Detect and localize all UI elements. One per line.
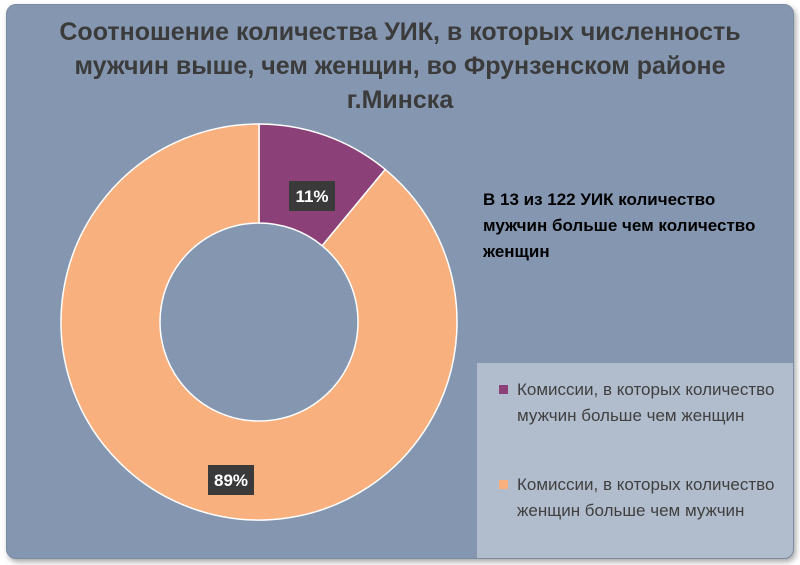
data-label-men: 11% (289, 181, 335, 211)
chart-legend: Комиссии, в которых количество мужчин бо… (477, 363, 793, 558)
slice-women (60, 123, 458, 521)
legend-swatch-men (499, 385, 508, 394)
data-label-men-box (289, 181, 335, 211)
legend-label-women: Комиссии, в которых количество женщин бо… (517, 475, 775, 520)
chart-annotation: В 13 из 122 УИК количество мужчин больше… (483, 190, 756, 261)
data-label-men-text: 11% (295, 187, 328, 206)
data-label-women-text: 89% (214, 471, 248, 490)
legend-swatch-women (499, 480, 508, 489)
chart-frame: Соотношение количества УИК, в которых чи… (6, 4, 794, 559)
donut-chart: 11% 89% (60, 123, 458, 521)
chart-title: Соотношение количества УИК, в которых чи… (59, 18, 741, 114)
data-label-women-box (208, 465, 254, 495)
data-label-women: 89% (208, 465, 254, 495)
legend-label-men: Комиссии, в которых количество мужчин бо… (517, 380, 775, 425)
